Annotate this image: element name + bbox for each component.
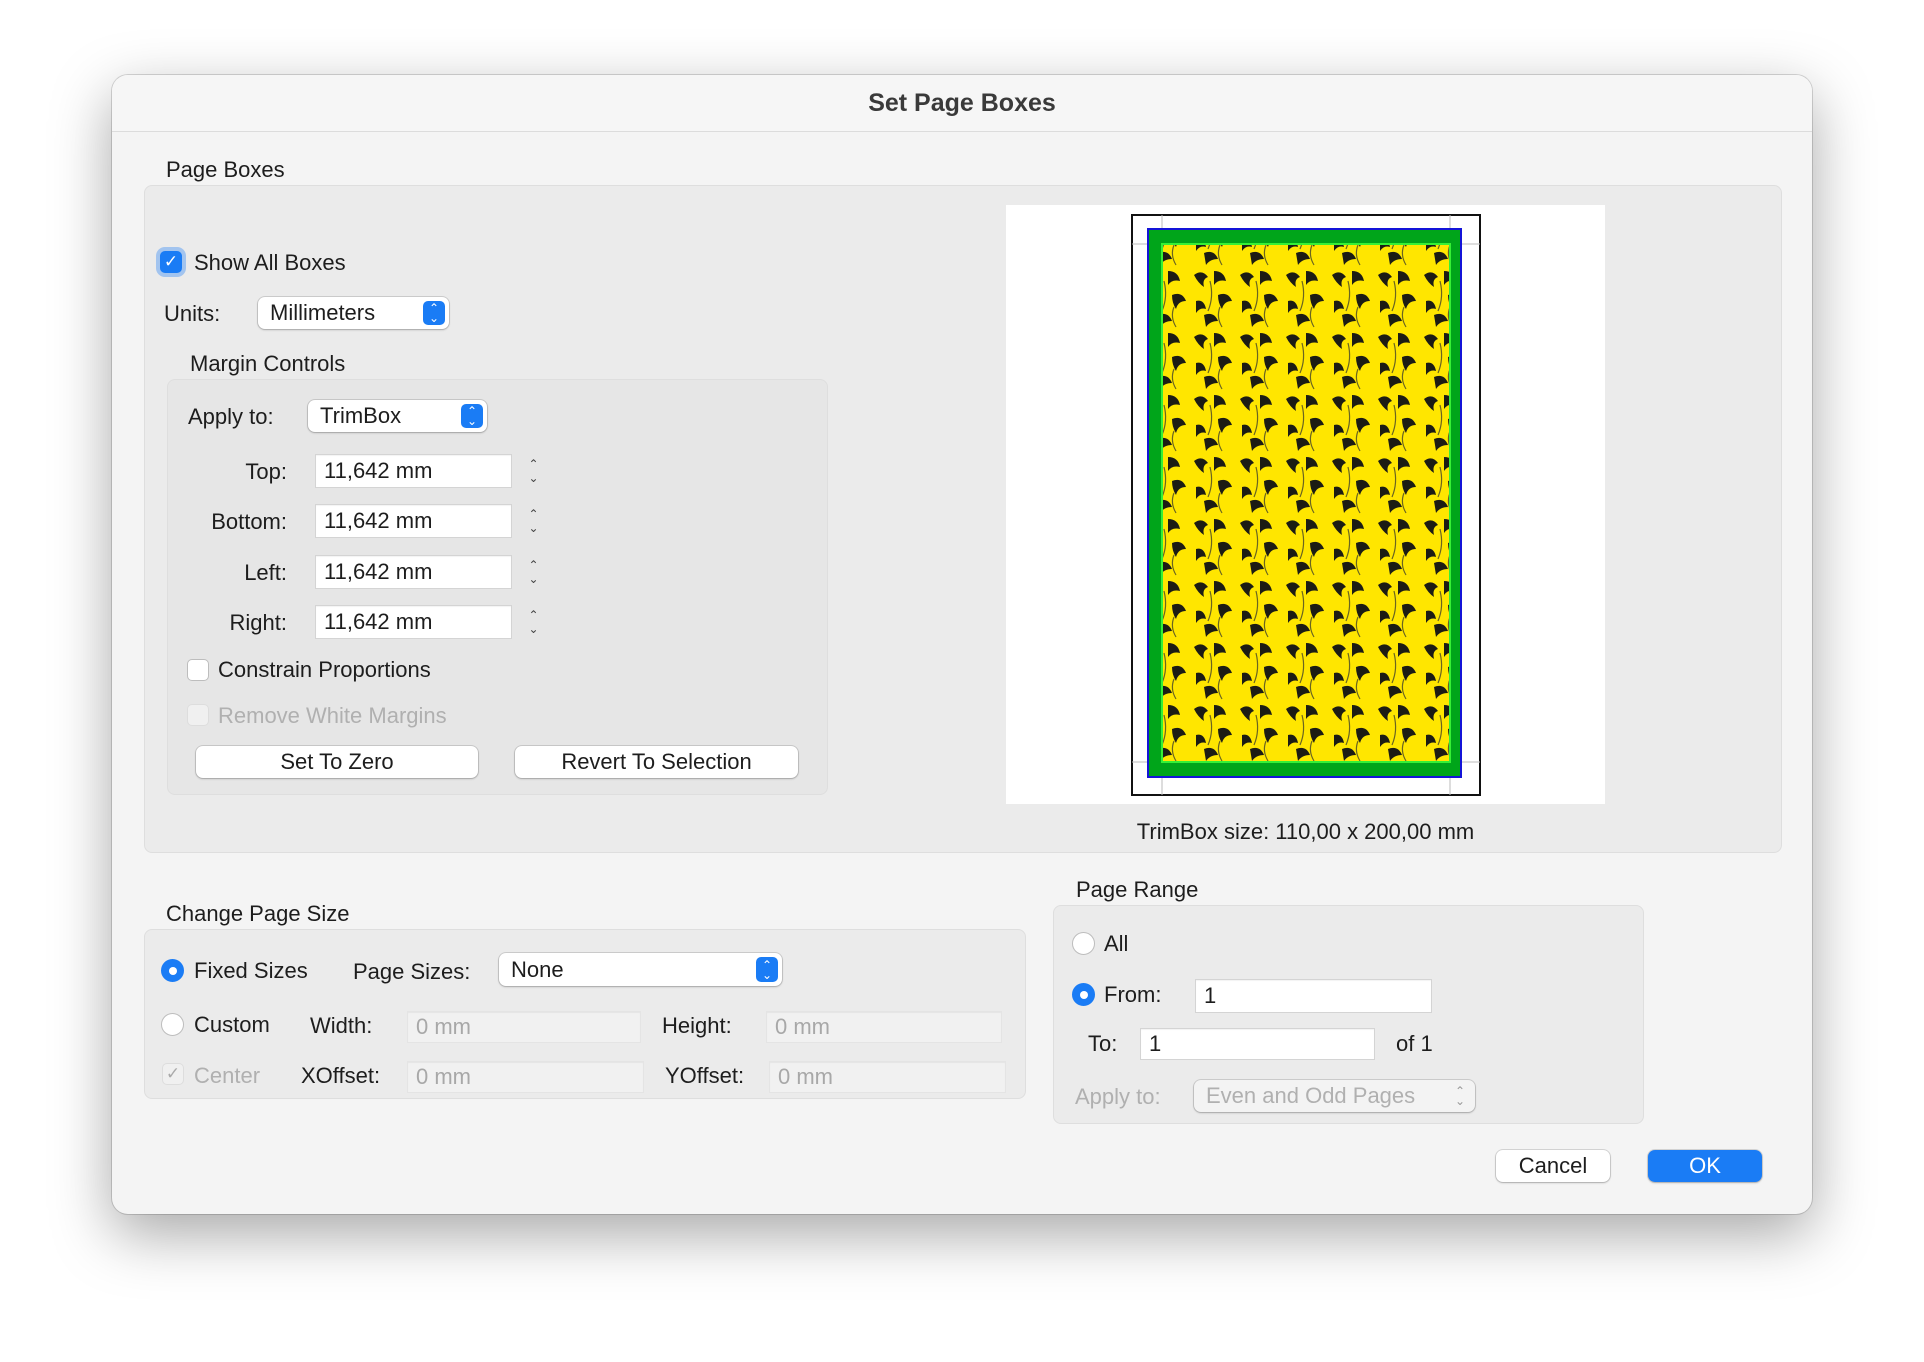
show-all-boxes-label: Show All Boxes: [194, 250, 346, 275]
center-label: Center: [194, 1063, 261, 1088]
revert-to-selection-button[interactable]: Revert To Selection: [515, 746, 798, 778]
range-apply-to-label: Apply to:: [1075, 1084, 1161, 1109]
range-apply-to-popup[interactable]: Even and Odd Pages ⌃ ⌄: [1194, 1080, 1475, 1112]
page-boxes-label: Page Boxes: [166, 157, 285, 182]
page-range-label: Page Range: [1076, 877, 1199, 902]
checkmark-icon: ✓: [165, 1064, 181, 1083]
xoffset-label: XOffset:: [301, 1063, 381, 1088]
range-apply-to-value: Even and Odd Pages: [1206, 1083, 1416, 1108]
remove-white-margins-label: Remove White Margins: [218, 703, 447, 728]
fixed-sizes-radio[interactable]: [161, 959, 184, 982]
constrain-proportions-label: Constrain Proportions: [218, 657, 431, 682]
dialog-title: Set Page Boxes: [112, 75, 1812, 132]
apply-to-value: TrimBox: [320, 403, 402, 428]
page-sizes-label: Page Sizes:: [353, 959, 471, 984]
left-label: Left:: [244, 560, 287, 585]
center-checkbox[interactable]: ✓: [162, 1063, 184, 1085]
updown-chevron-icon: ⌃ ⌄: [756, 957, 778, 982]
width-label: Width:: [310, 1013, 373, 1038]
apply-to-label: Apply to:: [188, 404, 274, 429]
yoffset-label: YOffset:: [665, 1063, 745, 1088]
page-sizes-popup[interactable]: None ⌃ ⌄: [499, 953, 782, 986]
bottom-label: Bottom:: [211, 509, 287, 534]
ok-button[interactable]: OK: [1648, 1150, 1762, 1182]
left-field[interactable]: 11,642 mm: [315, 555, 512, 589]
updown-chevron-icon: ⌃ ⌄: [423, 301, 445, 325]
all-label: All: [1104, 931, 1129, 956]
bottom-stepper[interactable]: ⌃ ⌄: [528, 507, 539, 535]
yoffset-field[interactable]: 0 mm: [769, 1061, 1006, 1093]
bottom-field[interactable]: 11,642 mm: [315, 504, 512, 538]
right-stepper[interactable]: ⌃ ⌄: [528, 608, 539, 636]
from-field[interactable]: 1: [1195, 979, 1432, 1013]
units-value: Millimeters: [270, 300, 376, 325]
cancel-button[interactable]: Cancel: [1496, 1150, 1610, 1182]
width-field[interactable]: 0 mm: [407, 1011, 641, 1043]
show-all-boxes-checkbox[interactable]: ✓: [160, 251, 182, 273]
page-sizes-value: None: [511, 956, 564, 982]
set-to-zero-button[interactable]: Set To Zero: [196, 746, 478, 778]
height-field[interactable]: 0 mm: [766, 1011, 1002, 1043]
right-label: Right:: [229, 610, 287, 635]
units-popup[interactable]: Millimeters ⌃ ⌄: [258, 297, 449, 329]
top-label: Top:: [245, 459, 287, 484]
left-stepper[interactable]: ⌃ ⌄: [528, 558, 539, 586]
updown-chevron-icon: ⌃ ⌄: [1454, 1084, 1466, 1108]
constrain-proportions-checkbox[interactable]: [187, 659, 209, 681]
page-boxes-preview-graphic: [1131, 214, 1481, 796]
custom-label: Custom: [194, 1012, 270, 1037]
custom-radio[interactable]: [161, 1013, 184, 1036]
margin-controls-label: Margin Controls: [190, 351, 346, 376]
units-label: Units:: [164, 301, 221, 326]
change-page-size-label: Change Page Size: [166, 901, 350, 926]
to-label: To:: [1088, 1031, 1118, 1056]
apply-to-popup[interactable]: TrimBox ⌃ ⌄: [308, 400, 487, 432]
xoffset-field[interactable]: 0 mm: [407, 1061, 644, 1093]
from-radio[interactable]: [1072, 983, 1095, 1006]
to-field[interactable]: 1: [1140, 1028, 1375, 1060]
page-preview: [1006, 205, 1605, 804]
trimbox-artwork: [1161, 243, 1451, 763]
trimbox-size-caption: TrimBox size: 110,00 x 200,00 mm: [1136, 819, 1475, 844]
updown-chevron-icon: ⌃ ⌄: [461, 404, 483, 428]
right-field[interactable]: 11,642 mm: [315, 605, 512, 639]
top-stepper[interactable]: ⌃ ⌄: [528, 457, 539, 485]
remove-white-margins-checkbox[interactable]: [187, 704, 209, 726]
from-label: From:: [1104, 982, 1162, 1007]
fixed-sizes-label: Fixed Sizes: [194, 958, 308, 983]
all-radio[interactable]: [1072, 932, 1095, 955]
top-field[interactable]: 11,642 mm: [315, 454, 512, 488]
height-label: Height:: [662, 1013, 732, 1038]
checkmark-icon: ✓: [163, 252, 179, 271]
page-count-label: of 1: [1396, 1031, 1433, 1056]
